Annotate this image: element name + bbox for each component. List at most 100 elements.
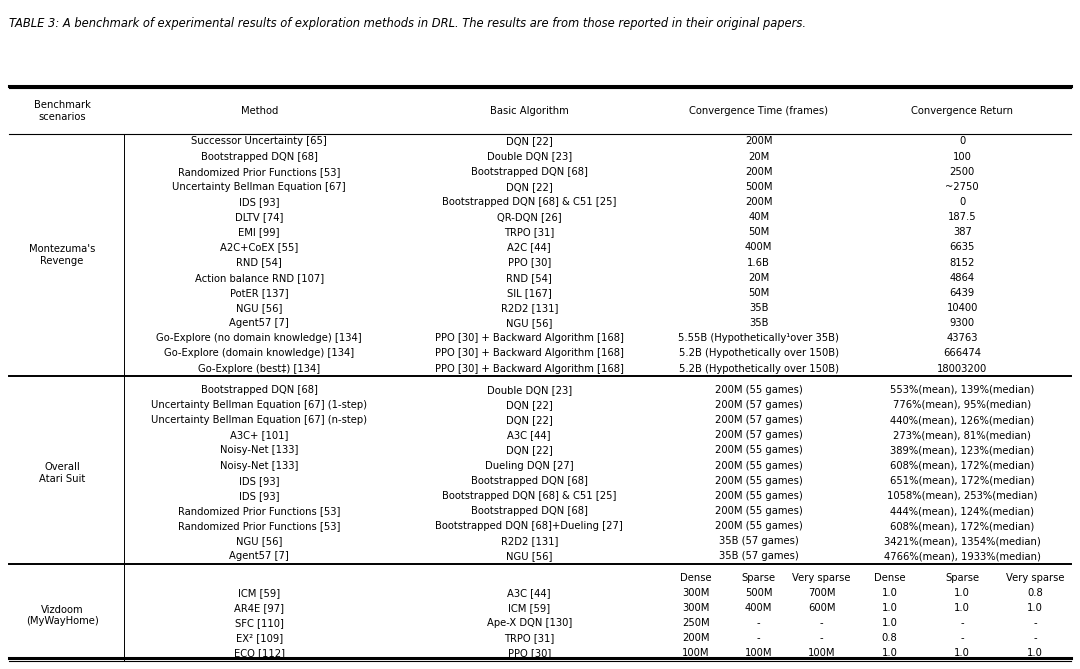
Text: Go-Explore (no domain knowledge) [134]: Go-Explore (no domain knowledge) [134]	[157, 333, 362, 343]
Text: 608%(mean), 172%(median): 608%(mean), 172%(median)	[890, 521, 1035, 531]
Text: 1.0: 1.0	[881, 618, 897, 628]
Text: PPO [30]: PPO [30]	[508, 648, 551, 658]
Text: A3C [44]: A3C [44]	[508, 430, 551, 440]
Text: 700M: 700M	[808, 588, 836, 598]
Text: Agent57 [7]: Agent57 [7]	[229, 551, 289, 561]
Text: Convergence Time (frames): Convergence Time (frames)	[689, 106, 828, 116]
Text: 4766%(mean), 1933%(median): 4766%(mean), 1933%(median)	[883, 551, 1041, 561]
Text: ~2750: ~2750	[945, 182, 980, 192]
Text: TRPO [31]: TRPO [31]	[504, 227, 554, 237]
Text: 187.5: 187.5	[948, 212, 976, 222]
Text: 43763: 43763	[946, 333, 978, 343]
Text: Randomized Prior Functions [53]: Randomized Prior Functions [53]	[178, 167, 340, 177]
Text: 5.2B (Hypothetically over 150B): 5.2B (Hypothetically over 150B)	[678, 349, 839, 359]
Text: TABLE 3: A benchmark of experimental results of exploration methods in DRL. The : TABLE 3: A benchmark of experimental res…	[9, 17, 806, 29]
Text: 0: 0	[959, 197, 966, 207]
Text: 400M: 400M	[745, 603, 772, 613]
Text: Randomized Prior Functions [53]: Randomized Prior Functions [53]	[178, 506, 340, 516]
Text: 200M (55 games): 200M (55 games)	[715, 446, 802, 456]
Text: DLTV [74]: DLTV [74]	[235, 212, 283, 222]
Text: 1058%(mean), 253%(median): 1058%(mean), 253%(median)	[887, 491, 1038, 501]
Text: Go-Explore (domain knowledge) [134]: Go-Explore (domain knowledge) [134]	[164, 349, 354, 359]
Text: Noisy-Net [133]: Noisy-Net [133]	[220, 446, 298, 456]
Text: Method: Method	[241, 106, 278, 116]
Text: 273%(mean), 81%(median): 273%(mean), 81%(median)	[893, 430, 1031, 440]
Text: NGU [56]: NGU [56]	[237, 303, 282, 313]
Text: Bootstrapped DQN [68]: Bootstrapped DQN [68]	[201, 151, 318, 161]
Text: 200M (57 games): 200M (57 games)	[715, 415, 802, 425]
Text: Dense: Dense	[680, 573, 712, 583]
Text: Benchmark
scenarios: Benchmark scenarios	[33, 100, 91, 122]
Text: 0: 0	[959, 136, 966, 147]
Text: 1.0: 1.0	[1027, 603, 1043, 613]
Text: 776%(mean), 95%(median): 776%(mean), 95%(median)	[893, 400, 1031, 410]
Text: 400M: 400M	[745, 242, 772, 252]
Text: PPO [30]: PPO [30]	[508, 258, 551, 268]
Text: 608%(mean), 172%(median): 608%(mean), 172%(median)	[890, 460, 1035, 470]
Text: 3421%(mean), 1354%(median): 3421%(mean), 1354%(median)	[883, 537, 1041, 547]
Text: 200M: 200M	[681, 634, 710, 644]
Text: Overall
Atari Suit: Overall Atari Suit	[39, 462, 85, 484]
Text: 666474: 666474	[943, 349, 982, 359]
Text: -: -	[757, 634, 760, 644]
Text: A2C+CoEX [55]: A2C+CoEX [55]	[220, 242, 298, 252]
Text: Convergence Return: Convergence Return	[912, 106, 1013, 116]
Text: Ape-X DQN [130]: Ape-X DQN [130]	[487, 618, 571, 628]
Text: 200M (55 games): 200M (55 games)	[715, 385, 802, 395]
Text: Vizdoom
(MyWayHome): Vizdoom (MyWayHome)	[26, 605, 98, 626]
Text: Sparse: Sparse	[742, 573, 775, 583]
Text: 0.8: 0.8	[881, 634, 897, 644]
Text: 2500: 2500	[949, 167, 975, 177]
Text: 200M (57 games): 200M (57 games)	[715, 400, 802, 410]
Text: 200M: 200M	[745, 136, 772, 147]
Text: 200M (57 games): 200M (57 games)	[715, 430, 802, 440]
Text: 100M: 100M	[808, 648, 836, 658]
Text: QR-DQN [26]: QR-DQN [26]	[497, 212, 562, 222]
Text: IDS [93]: IDS [93]	[239, 491, 280, 501]
Text: 1.0: 1.0	[955, 588, 970, 598]
Text: PPO [30] + Backward Algorithm [168]: PPO [30] + Backward Algorithm [168]	[435, 364, 623, 373]
Text: 200M (55 games): 200M (55 games)	[715, 476, 802, 486]
Text: Uncertainty Bellman Equation [67] (n-step): Uncertainty Bellman Equation [67] (n-ste…	[151, 415, 367, 425]
Text: 20M: 20M	[748, 273, 769, 283]
Text: 200M: 200M	[745, 167, 772, 177]
Text: NGU [56]: NGU [56]	[237, 537, 282, 547]
Text: 553%(mean), 139%(median): 553%(mean), 139%(median)	[890, 385, 1035, 395]
Text: Bootstrapped DQN [68] & C51 [25]: Bootstrapped DQN [68] & C51 [25]	[442, 197, 617, 207]
Text: -: -	[1034, 634, 1037, 644]
Text: Dense: Dense	[874, 573, 905, 583]
Text: Uncertainty Bellman Equation [67] (1-step): Uncertainty Bellman Equation [67] (1-ste…	[151, 400, 367, 410]
Text: NGU [56]: NGU [56]	[507, 318, 552, 328]
Text: 200M: 200M	[745, 197, 772, 207]
Text: DQN [22]: DQN [22]	[505, 446, 553, 456]
Text: 1.0: 1.0	[1027, 648, 1043, 658]
Text: RND [54]: RND [54]	[507, 273, 552, 283]
Text: Double DQN [23]: Double DQN [23]	[487, 151, 571, 161]
Text: Montezuma's
Revenge: Montezuma's Revenge	[29, 244, 95, 266]
Text: -: -	[757, 618, 760, 628]
Text: -: -	[960, 618, 964, 628]
Text: 5.2B (Hypothetically over 150B): 5.2B (Hypothetically over 150B)	[678, 364, 839, 373]
Text: IDS [93]: IDS [93]	[239, 476, 280, 486]
Text: Bootstrapped DQN [68]: Bootstrapped DQN [68]	[201, 385, 318, 395]
Text: 6635: 6635	[949, 242, 975, 252]
Text: 100M: 100M	[745, 648, 772, 658]
Text: SIL [167]: SIL [167]	[507, 288, 552, 298]
Text: 600M: 600M	[808, 603, 836, 613]
Text: 10400: 10400	[946, 303, 978, 313]
Text: 4864: 4864	[949, 273, 975, 283]
Text: ICM [59]: ICM [59]	[238, 588, 281, 598]
Text: -: -	[1034, 618, 1037, 628]
Text: 5.55B (Hypothetically¹over 35B): 5.55B (Hypothetically¹over 35B)	[678, 333, 839, 343]
Text: Noisy-Net [133]: Noisy-Net [133]	[220, 460, 298, 470]
Text: IDS [93]: IDS [93]	[239, 197, 280, 207]
Text: Basic Algorithm: Basic Algorithm	[490, 106, 568, 116]
Text: Dueling DQN [27]: Dueling DQN [27]	[485, 460, 573, 470]
Text: PotER [137]: PotER [137]	[230, 288, 288, 298]
Text: Bootstrapped DQN [68]+Dueling [27]: Bootstrapped DQN [68]+Dueling [27]	[435, 521, 623, 531]
Text: Sparse: Sparse	[945, 573, 980, 583]
Text: Bootstrapped DQN [68]: Bootstrapped DQN [68]	[471, 476, 588, 486]
Text: 50M: 50M	[748, 227, 769, 237]
Text: 0.8: 0.8	[1027, 588, 1043, 598]
Text: Action balance RND [107]: Action balance RND [107]	[194, 273, 324, 283]
